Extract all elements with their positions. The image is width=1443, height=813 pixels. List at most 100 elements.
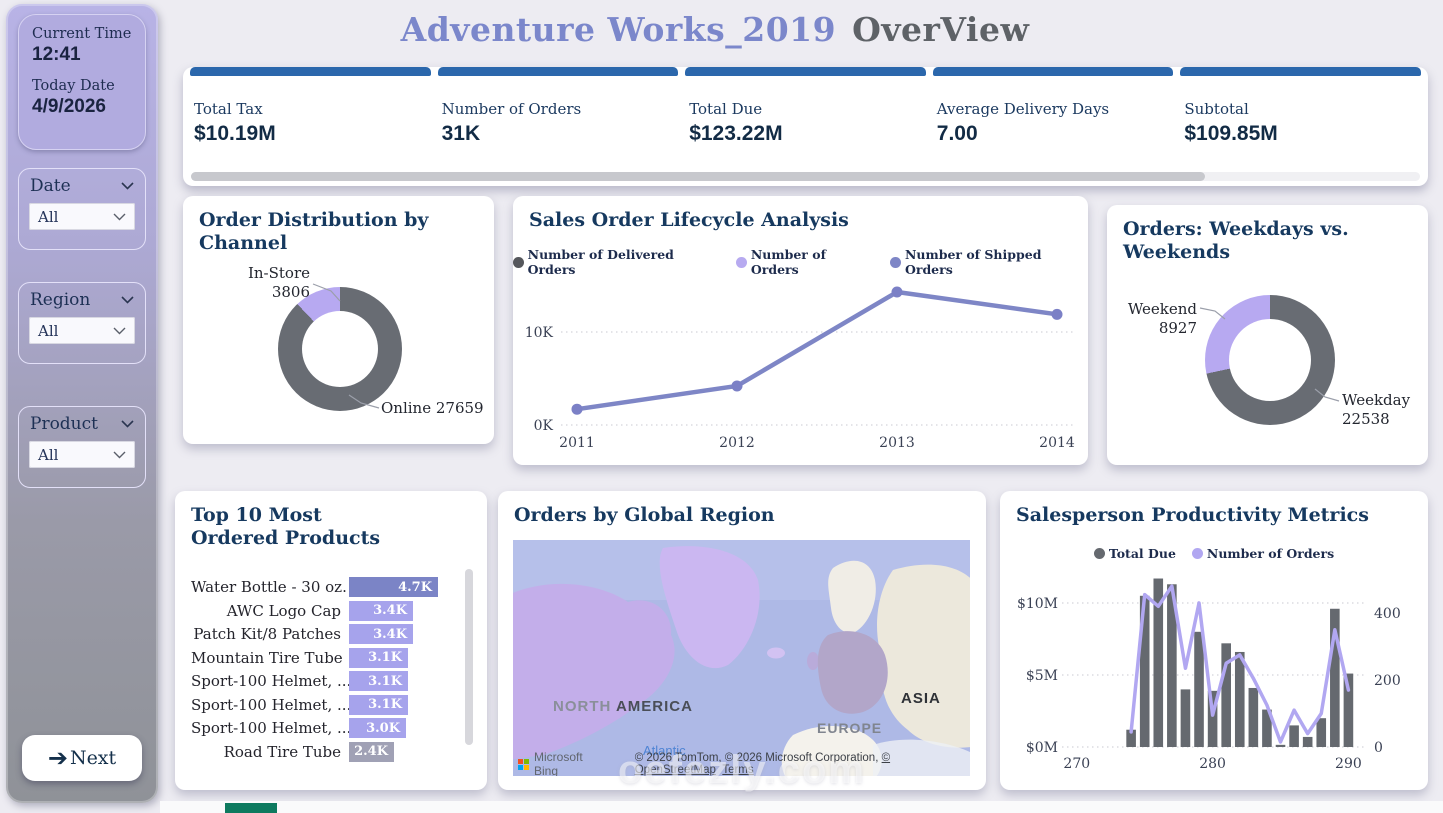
kpi-accent-bar xyxy=(1180,67,1421,76)
svg-text:2011: 2011 xyxy=(559,435,595,451)
terms-link[interactable]: Terms xyxy=(722,764,754,776)
svg-text:2013: 2013 xyxy=(879,435,915,451)
product-label: Sport-100 Helmet, ... xyxy=(191,672,349,690)
current-time-value: 12:41 xyxy=(32,44,81,65)
legend-dot-icon xyxy=(513,256,524,268)
svg-text:$10M: $10M xyxy=(1017,596,1058,612)
chevron-down-icon xyxy=(121,296,134,304)
svg-text:$0M: $0M xyxy=(1026,740,1058,756)
donut-chart-weekend[interactable] xyxy=(1205,295,1335,425)
kpi-label: Average Delivery Days xyxy=(936,100,1110,118)
product-row[interactable]: Mountain Tire Tube 3.1K xyxy=(191,647,459,668)
callout-category: Online xyxy=(381,399,432,417)
current-time-label: Current Time xyxy=(32,26,132,42)
filter-sidebar: Current Time 12:41 Today Date 4/9/2026 D… xyxy=(6,4,158,803)
bing-provider-label: Microsoft Bing xyxy=(534,750,583,776)
product-row[interactable]: Road Tire Tube 2.4K xyxy=(191,741,459,762)
kpi-label: Total Tax xyxy=(194,100,263,118)
filter-region-header[interactable]: Region xyxy=(19,283,145,310)
legend-label: Number of Shipped Orders xyxy=(904,247,1042,277)
map-copyright: © 2026 TomTom, © 2026 Microsoft Corporat… xyxy=(635,752,966,776)
chart-title: Top 10 Most Ordered Products xyxy=(191,504,381,549)
product-bar[interactable]: 3.4K xyxy=(349,600,413,621)
svg-text:400: 400 xyxy=(1374,606,1401,622)
chart-title: Salesperson Productivity Metrics xyxy=(1016,504,1369,526)
product-value: 2.4K xyxy=(354,744,388,759)
filter-region-dropdown[interactable]: All xyxy=(29,317,135,344)
openstreetmap-link[interactable]: © OpenStreetMap xyxy=(634,752,891,776)
product-row[interactable]: Sport-100 Helmet, ... 3.1K xyxy=(191,671,459,691)
bing-map[interactable]: NORTH AMERICA EUROPE ASIA Atlantic Micro… xyxy=(513,540,970,776)
filter-product-value: All xyxy=(38,445,59,464)
product-value: 3.4K xyxy=(373,626,407,642)
chart-sales-order-lifecycle: Sales Order Lifecycle Analysis Number of… xyxy=(513,196,1088,465)
legend-item-total-due[interactable]: Total Due xyxy=(1093,546,1176,561)
chart-order-distribution-by-channel: Order Distribution by Channel In-Store 3… xyxy=(183,196,494,444)
chevron-down-icon xyxy=(121,420,134,428)
product-value: 3.0K xyxy=(366,720,400,736)
kpi-accent-bar xyxy=(437,67,679,76)
kpi-strip: Total Tax $10.19M Number of Orders 31K T… xyxy=(183,67,1428,186)
scrollbar-thumb[interactable] xyxy=(191,172,1205,181)
chart-title: Orders: Weekdays vs. Weekends xyxy=(1123,218,1349,263)
product-row[interactable]: AWC Logo Cap 3.4K xyxy=(191,600,459,621)
page-title-suffix: OverView xyxy=(852,10,1030,49)
product-label: Mountain Tire Tube xyxy=(191,648,343,667)
chevron-down-icon xyxy=(113,451,126,458)
today-date-label: Today Date xyxy=(32,78,115,94)
legend-item-number-of-orders[interactable]: Number of Orders xyxy=(1191,546,1334,561)
filter-region-value: All xyxy=(38,321,59,340)
product-row[interactable]: Water Bottle - 30 oz. 4.7K xyxy=(191,577,459,597)
callout-category: Weekday xyxy=(1342,391,1411,409)
products-vertical-scrollbar[interactable] xyxy=(465,569,473,745)
legend-item-delivered[interactable]: Number of Delivered Orders xyxy=(513,247,720,277)
product-bar[interactable]: 4.7K xyxy=(349,577,438,597)
callout-category: Weekend xyxy=(1127,300,1197,318)
bar-chart-rows: Water Bottle - 30 oz. 4.7K AWC Logo Cap … xyxy=(191,577,459,762)
product-value: 3.1K xyxy=(368,650,402,665)
filter-group-region: Region All xyxy=(18,282,146,364)
kpi-label: Number of Orders xyxy=(441,100,582,118)
product-row[interactable]: Sport-100 Helmet, ... 3.1K xyxy=(191,694,459,715)
chart-title: Sales Order Lifecycle Analysis xyxy=(529,209,849,231)
product-bar[interactable]: 3.4K xyxy=(349,624,413,644)
legend-label: Number of Delivered Orders xyxy=(527,247,674,277)
product-value: 3.4K xyxy=(373,603,407,618)
kpi-card-average-delivery-days: Average Delivery Days 7.00 xyxy=(932,67,1174,186)
filter-date-header[interactable]: Date xyxy=(19,169,145,196)
kpi-card-subtotal: Subtotal $109.85M xyxy=(1180,67,1421,186)
product-label: Sport-100 Helmet, ... xyxy=(191,719,349,737)
legend-label: Total Due xyxy=(1108,546,1176,561)
chevron-down-icon xyxy=(121,182,134,190)
line-chart-plot-area[interactable]: 0K 10K 2011 2012 2013 2014 xyxy=(513,258,1088,458)
kpi-horizontal-scrollbar[interactable] xyxy=(191,172,1420,181)
product-row[interactable]: Sport-100 Helmet, ... 3.0K xyxy=(191,718,459,738)
next-page-button[interactable]: ➔ Next xyxy=(22,735,142,781)
filter-date-title: Date xyxy=(30,176,71,196)
callout-category: In-Store xyxy=(247,264,310,282)
kpi-value: $10.19M xyxy=(194,122,276,145)
product-bar[interactable]: 3.0K xyxy=(349,718,406,738)
product-label: Sport-100 Helmet, ... xyxy=(191,695,349,714)
product-bar[interactable]: 2.4K xyxy=(349,741,394,762)
product-bar[interactable]: 3.1K xyxy=(349,671,408,691)
filter-product-header[interactable]: Product xyxy=(19,407,145,434)
filter-date-dropdown[interactable]: All xyxy=(29,203,135,230)
svg-text:2012: 2012 xyxy=(719,435,755,451)
product-bar[interactable]: 3.1K xyxy=(349,694,408,715)
callout-in-store: In-Store 3806 xyxy=(220,264,310,302)
svg-text:0: 0 xyxy=(1374,740,1383,756)
donut-chart-channel[interactable] xyxy=(278,287,402,411)
chart-legend: Total Due Number of Orders xyxy=(1000,546,1428,561)
product-row[interactable]: Patch Kit/8 Patches 3.4K xyxy=(191,624,459,644)
svg-text:280: 280 xyxy=(1199,756,1226,772)
product-bar[interactable]: 3.1K xyxy=(349,647,408,668)
kpi-value: 31K xyxy=(441,122,481,145)
callout-value: 22538 xyxy=(1342,409,1390,428)
filter-product-dropdown[interactable]: All xyxy=(29,441,135,468)
combo-chart-plot-area[interactable]: $0M $5M $10M 0 200 400 270 280 290 xyxy=(1000,567,1428,779)
page-title-brand: Adventure Works_2019 xyxy=(400,10,837,49)
legend-item-orders[interactable]: Number of Orders xyxy=(736,247,874,277)
legend-item-shipped[interactable]: Number of Shipped Orders xyxy=(890,247,1088,277)
legend-label: Number of Orders xyxy=(750,247,826,277)
